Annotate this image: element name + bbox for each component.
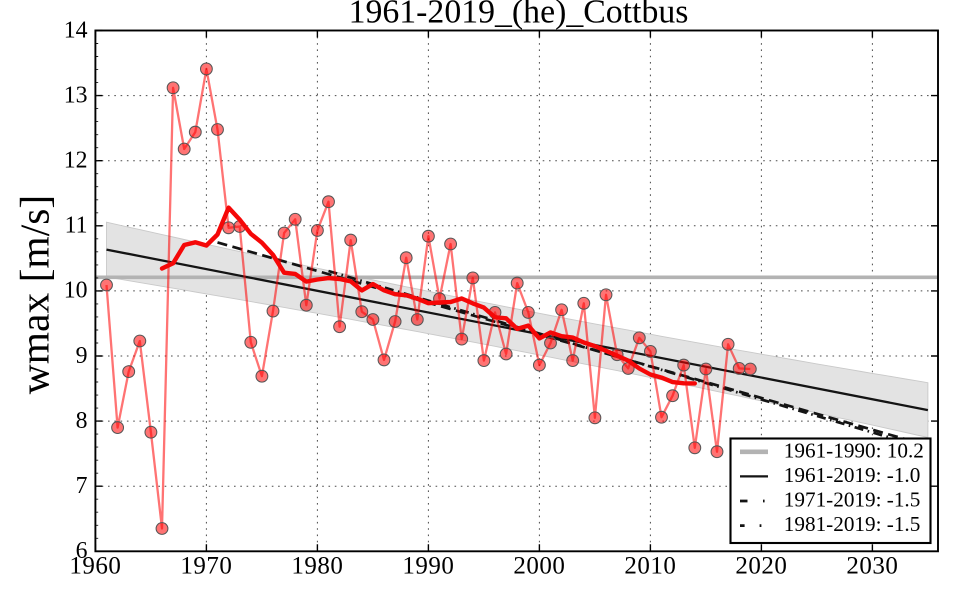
svg-text:1970: 1970 bbox=[180, 553, 232, 580]
svg-text:1990: 1990 bbox=[402, 553, 454, 580]
svg-text:1961-2019: -1.0: 1961-2019: -1.0 bbox=[784, 463, 921, 487]
svg-text:1981-2019: -1.5: 1981-2019: -1.5 bbox=[784, 512, 921, 536]
svg-text:1980: 1980 bbox=[291, 553, 343, 580]
svg-text:8: 8 bbox=[76, 408, 88, 434]
svg-text:1961-1990: 10.2: 1961-1990: 10.2 bbox=[784, 438, 924, 462]
svg-text:1960: 1960 bbox=[69, 553, 121, 580]
svg-text:2020: 2020 bbox=[735, 553, 787, 580]
svg-text:wmax [m/s]: wmax [m/s] bbox=[12, 195, 58, 394]
svg-text:14: 14 bbox=[64, 17, 88, 43]
svg-text:2030: 2030 bbox=[846, 553, 898, 580]
svg-text:9: 9 bbox=[76, 343, 88, 369]
svg-text:12: 12 bbox=[64, 148, 88, 174]
svg-text:1971-2019: -1.5: 1971-2019: -1.5 bbox=[784, 488, 921, 512]
svg-text:1961-2019_(he)_Cottbus: 1961-2019_(he)_Cottbus bbox=[349, 0, 689, 31]
svg-text:10: 10 bbox=[64, 278, 88, 304]
svg-text:13: 13 bbox=[64, 82, 88, 108]
svg-text:2010: 2010 bbox=[624, 553, 676, 580]
svg-text:11: 11 bbox=[65, 213, 88, 239]
svg-text:2000: 2000 bbox=[513, 553, 565, 580]
svg-text:7: 7 bbox=[76, 473, 88, 499]
svg-text:6: 6 bbox=[76, 538, 88, 564]
